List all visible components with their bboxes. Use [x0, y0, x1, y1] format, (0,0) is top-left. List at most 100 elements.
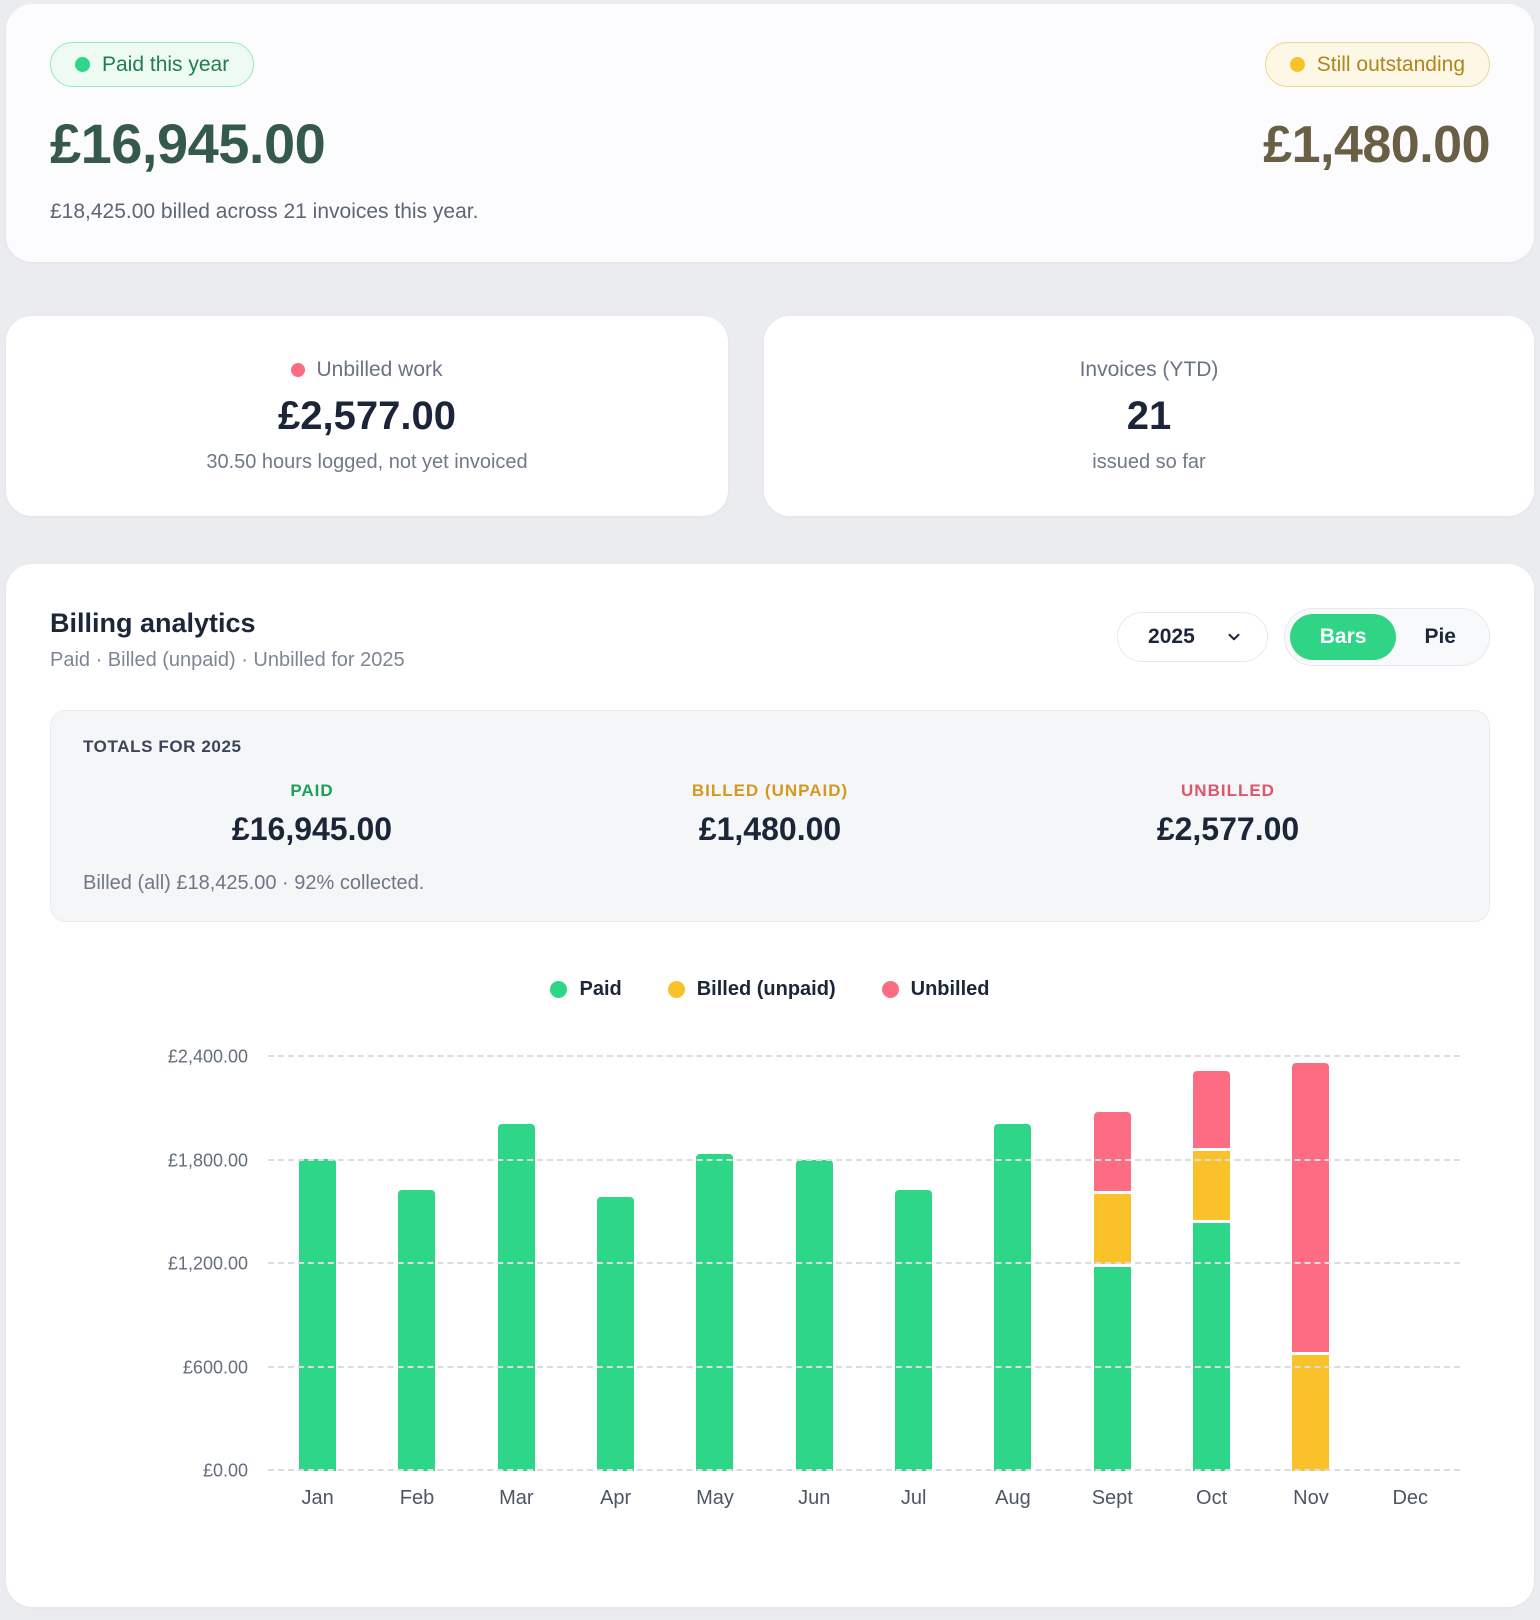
unbilled-work-card: Unbilled work £2,577.00 30.50 hours logg… [6, 316, 728, 516]
bar-column-feb [367, 1057, 466, 1471]
outstanding-dot-icon [1289, 57, 1305, 72]
bar-segment-unbilled [1093, 1112, 1131, 1191]
legend-item-paid[interactable]: Paid [550, 978, 622, 1001]
analytics-controls: 2025 Bars Pie [1117, 608, 1490, 666]
totals-col-paid: PAID £16,945.00 [83, 781, 541, 848]
totals-paid-value: £16,945.00 [231, 811, 393, 847]
paid-amount: £16,945.00 [50, 112, 326, 175]
paid-badge-label: Paid this year [102, 53, 230, 76]
chart-plot [268, 1055, 1490, 1471]
bar-segment-billed-unpaid [1292, 1355, 1330, 1471]
totals-col-unbilled: UNBILLED £2,577.00 [999, 781, 1457, 848]
legend-unbilled-dot-icon [881, 981, 899, 998]
stacked-bar-jul [895, 1189, 933, 1471]
bar-column-may [665, 1057, 764, 1471]
still-outstanding-badge: Still outstanding [1264, 42, 1490, 87]
bar-segment-paid [895, 1189, 933, 1471]
y-tick-label: £2,400.00 [167, 1046, 248, 1067]
paid-dot-icon [75, 57, 90, 72]
chart-y-axis: £0.00 £600.00 £1,200.00 £1,800.00 £2,400.00 [50, 1047, 268, 1481]
bar-segment-billed-unpaid [1193, 1150, 1231, 1221]
month-label-jan: Jan [301, 1487, 334, 1509]
month-label-dec: Dec [1392, 1487, 1429, 1509]
stacked-bar-feb [398, 1189, 436, 1471]
unbilled-dot-icon [291, 363, 306, 377]
invoices-ytd-value: 21 [1126, 394, 1172, 438]
paid-this-year-badge: Paid this year [50, 42, 255, 87]
totals-billed-label: BILLED (UNPAID) [691, 781, 849, 800]
bar-column-nov [1261, 1057, 1360, 1471]
totals-footnote: Billed (all) £18,425.00 · 92% collected. [83, 872, 425, 894]
month-label-feb: Feb [399, 1487, 435, 1509]
gridline [268, 1158, 1460, 1161]
month-label-nov: Nov [1293, 1487, 1329, 1509]
y-tick-label: £1,200.00 [167, 1253, 248, 1274]
month-label-sept: Sept [1091, 1487, 1133, 1509]
summary-card: Paid this year £16,945.00 £18,425.00 bil… [6, 4, 1534, 262]
legend-item-unbilled[interactable]: Unbilled [881, 978, 990, 1001]
stacked-bar-sept [1093, 1112, 1131, 1471]
totals-billed-value: £1,480.00 [698, 811, 842, 847]
bar-segment-paid [1093, 1266, 1131, 1471]
billed-note: £18,425.00 billed across 21 invoices thi… [50, 200, 479, 223]
bar-segment-paid [398, 1189, 436, 1471]
analytics-title: Billing analytics [50, 608, 256, 638]
bar-column-jul [864, 1057, 963, 1471]
analytics-header: Billing analytics Paid · Billed (unpaid)… [50, 608, 1490, 672]
y-tick-label: £600.00 [182, 1357, 248, 1377]
totals-box: TOTALS FOR 2025 PAID £16,945.00 BILLED (… [50, 710, 1490, 922]
legend-paid-dot-icon [550, 981, 568, 998]
legend-item-billed[interactable]: Billed (unpaid) [667, 978, 836, 1001]
bar-segment-paid [1193, 1223, 1231, 1471]
totals-unbilled-label: UNBILLED [1181, 781, 1275, 800]
month-label-aug: Aug [995, 1487, 1031, 1509]
gridline [268, 1055, 1460, 1057]
chevron-down-icon [1225, 628, 1243, 646]
bar-column-jun [765, 1057, 864, 1471]
gridline [268, 1262, 1460, 1264]
month-label-mar: Mar [499, 1487, 534, 1509]
billing-analytics-card: Billing analytics Paid · Billed (unpaid)… [6, 564, 1534, 1607]
month-label-jun: Jun [798, 1487, 831, 1509]
year-select-value: 2025 [1148, 625, 1195, 648]
month-label-oct: Oct [1196, 1487, 1228, 1509]
toggle-pie-button[interactable]: Pie [1396, 614, 1484, 660]
chart-plot-bars [268, 1057, 1460, 1471]
month-label-may: May [696, 1487, 734, 1509]
chart-legend: Paid Billed (unpaid) Unbilled [50, 978, 1490, 1001]
bar-segment-billed-unpaid [1093, 1193, 1131, 1264]
legend-billed-label: Billed (unpaid) [696, 978, 836, 1000]
invoices-ytd-label-row: Invoices (YTD) [1080, 358, 1219, 382]
bar-segment-paid [299, 1158, 337, 1471]
stacked-bar-may [696, 1153, 734, 1471]
toggle-bars-button[interactable]: Bars [1289, 614, 1397, 660]
legend-unbilled-label: Unbilled [910, 978, 990, 1000]
bar-column-aug [963, 1057, 1062, 1471]
analytics-subtitle: Paid · Billed (unpaid) · Unbilled for 20… [50, 649, 405, 671]
bar-segment-unbilled [1292, 1063, 1330, 1353]
legend-billed-dot-icon [667, 981, 685, 998]
stacked-bar-oct [1193, 1070, 1231, 1471]
bar-segment-paid [597, 1196, 635, 1471]
unbilled-work-subtitle: 30.50 hours logged, not yet invoiced [206, 451, 528, 473]
totals-col-billed: BILLED (UNPAID) £1,480.00 [541, 781, 999, 848]
outstanding-summary: Still outstanding £1,480.00 [1263, 42, 1490, 262]
totals-heading: TOTALS FOR 2025 [83, 737, 242, 756]
bar-column-jan [268, 1057, 367, 1471]
gridline [268, 1469, 1460, 1471]
bar-segment-paid [497, 1124, 535, 1471]
stat-cards-row: Unbilled work £2,577.00 30.50 hours logg… [6, 316, 1534, 516]
outstanding-amount: £1,480.00 [1263, 116, 1490, 174]
bar-segment-paid [696, 1153, 734, 1471]
bar-segment-paid [795, 1159, 833, 1471]
totals-unbilled-value: £2,577.00 [1156, 811, 1300, 847]
month-label-apr: Apr [600, 1487, 632, 1509]
bar-column-apr [566, 1057, 665, 1471]
unbilled-work-value: £2,577.00 [278, 394, 456, 438]
gridline [268, 1365, 1460, 1368]
invoices-ytd-card: Invoices (YTD) 21 issued so far [764, 316, 1534, 516]
year-select[interactable]: 2025 [1117, 612, 1268, 662]
y-tick-label: £1,800.00 [167, 1150, 248, 1170]
bar-column-mar [467, 1057, 566, 1471]
